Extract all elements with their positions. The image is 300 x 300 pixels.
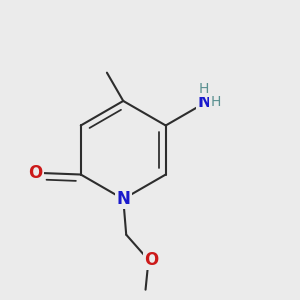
Text: O: O bbox=[144, 251, 159, 269]
Text: H: H bbox=[199, 82, 209, 96]
Text: N: N bbox=[197, 93, 211, 111]
Text: H: H bbox=[210, 95, 220, 109]
Text: O: O bbox=[28, 164, 43, 182]
Text: N: N bbox=[116, 190, 130, 208]
